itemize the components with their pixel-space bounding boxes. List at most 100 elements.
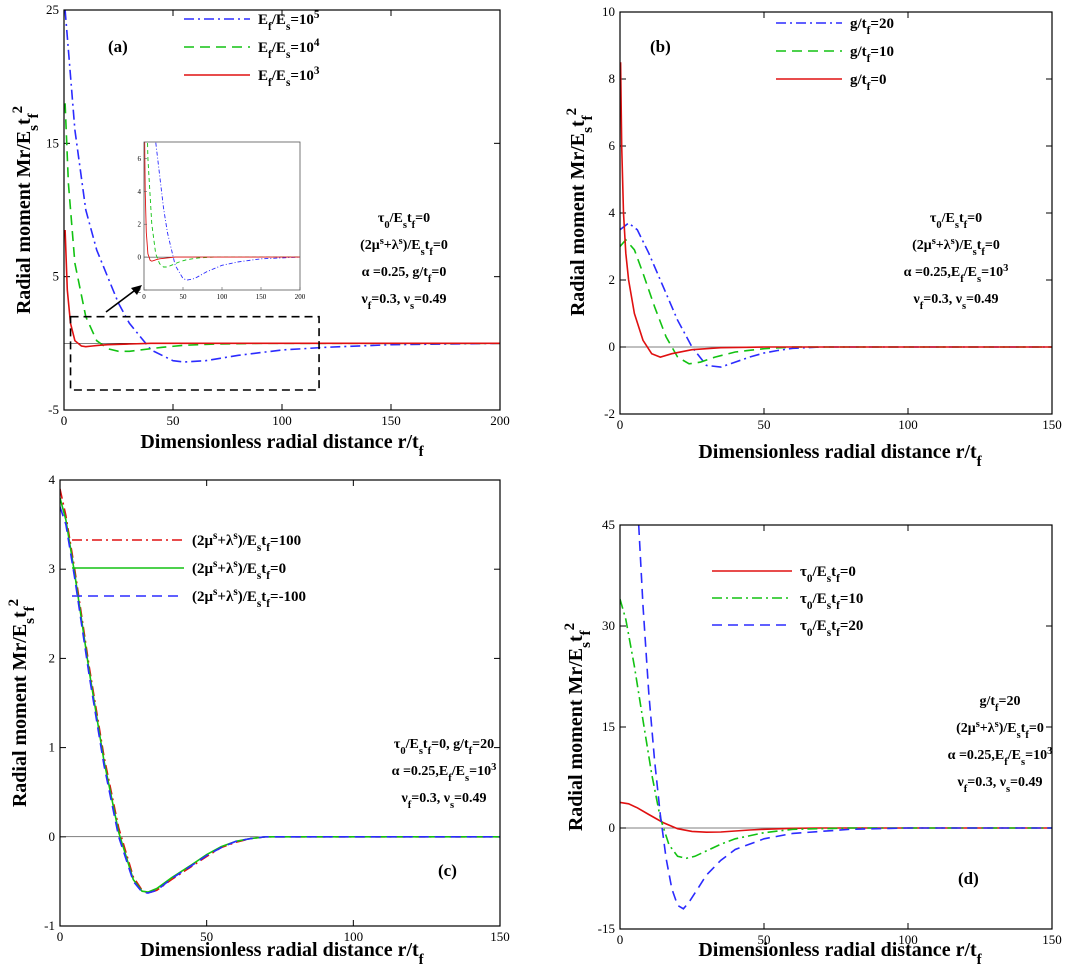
x-tick-label: 150: [1042, 417, 1062, 432]
y-tick-label: 45: [602, 517, 615, 532]
x-axis-label-part: f: [977, 454, 983, 470]
legend-entry-2-part: s: [213, 586, 218, 598]
legend-entry-2-part: f: [867, 81, 871, 93]
legend-entry-0-part: /E: [271, 12, 286, 28]
annotation-0-part: τ: [378, 211, 385, 226]
x-axis-label: Dimensionless radial distance r/tf: [698, 939, 982, 968]
inset-x-tick-label: 50: [180, 293, 188, 301]
legend-entry-0: τ0/Estf=0: [800, 564, 856, 585]
x-tick-label: 150: [381, 413, 401, 428]
legend-entry-0-part: τ: [800, 564, 807, 580]
x-axis-label-part: f: [419, 952, 425, 968]
legend-entry-0-part: =10: [290, 12, 314, 28]
inset-x-tick-label: 150: [256, 293, 267, 301]
annotation-0-part: /E: [941, 211, 955, 226]
annotation-0-part: g/t: [979, 694, 995, 709]
y-tick-label: 15: [46, 135, 59, 150]
annotation-0-part: =0, g/t: [431, 737, 469, 752]
y-axis-label-part: t: [9, 611, 31, 618]
annotation-1-part: )/E: [999, 721, 1017, 736]
y-axis-label-part: 2: [10, 106, 26, 114]
legend-entry-1-part: g/t: [850, 44, 867, 60]
plot-frame: [619, 11, 1053, 415]
inset-background: [144, 142, 300, 290]
plot-frame: [59, 479, 501, 927]
annotation-0-part: =0: [967, 211, 982, 226]
legend-entry-0-part: t: [261, 533, 266, 549]
annotation-0-part: /E: [389, 211, 403, 226]
legend-entry-2-part: =20: [840, 618, 864, 634]
y-axis-label-part: 2: [562, 623, 578, 631]
annotation-2-part: =0.49: [454, 791, 486, 806]
legend-entry-1-part: /E: [812, 591, 827, 607]
y-tick-label: 30: [602, 618, 615, 633]
x-tick-label: 0: [57, 929, 64, 944]
annotation-1-part: f: [1025, 730, 1029, 741]
plot-frame: [63, 9, 501, 411]
legend-entry-0-part: 0: [807, 573, 813, 585]
annotation-3: νf=0.3, νs=0.49: [360, 292, 446, 312]
x-tick-label: 100: [344, 929, 364, 944]
inset-series-line-2: [144, 142, 300, 262]
y-tick-label: 2: [609, 272, 616, 287]
annotation-0-part: t: [423, 737, 428, 752]
legend-entry-2-part: s: [827, 627, 832, 639]
y-axis-label-part: Radial moment Mr/E: [9, 624, 31, 807]
annotation-3-part: =0.3, ν: [371, 292, 410, 307]
legend-entry-2-part: s: [286, 77, 291, 89]
legend-entry-1-part: s: [233, 558, 238, 570]
legend-entry-0-part: s: [213, 530, 218, 542]
annotation-2-part: α =0.25,E: [948, 748, 1005, 763]
y-tick-label: 25: [46, 2, 59, 17]
annotation-2-part: =0.3, ν: [411, 791, 450, 806]
y-axis-label-part: Radial moment Mr/E: [565, 648, 587, 831]
panel-label: (a): [108, 37, 128, 56]
legend-entry-1-part: s: [213, 558, 218, 570]
annotation-1-part: )/E: [403, 238, 421, 253]
legend-entry-2: τ0/Estf=20: [800, 618, 863, 639]
inset-y-tick-label: 2: [138, 221, 142, 229]
y-axis-label-part: f: [580, 114, 596, 120]
y-axis-label-part: t: [565, 635, 587, 642]
annotation-0: τ0/Estf=0: [930, 211, 982, 231]
legend-entry-1-part: +λ: [217, 561, 234, 577]
annotation-1: α =0.25,Ef/Es=103: [392, 762, 497, 784]
y-tick-label: 3: [49, 561, 56, 576]
legend-entry-2-part: =0: [870, 72, 886, 88]
annotation-1-part: =0: [433, 238, 448, 253]
y-tick-label: -5: [48, 402, 59, 417]
annotation-1-part: f: [981, 247, 985, 258]
series-line-1: [620, 238, 1052, 365]
legend-entry-1-part: 0: [807, 600, 813, 612]
legend-entry-1-part: =0: [270, 561, 286, 577]
annotation-2-part: α =0.25,E: [904, 265, 961, 280]
annotation-2: α =0.25, g/tf=0: [362, 265, 447, 285]
legend-entry-1: g/tf=10: [850, 44, 894, 65]
legend-entry-1-part: (2μ: [192, 561, 213, 577]
annotation-1-part: (2μ: [912, 238, 932, 253]
y-tick-label: 2: [49, 650, 56, 665]
legend-entry-0-part: E: [258, 12, 268, 28]
annotation-1-part: s: [421, 247, 425, 258]
legend-entry-2-part: τ: [800, 618, 807, 634]
legend-entry-2-part: t: [831, 618, 836, 634]
panel-label: (c): [438, 861, 457, 880]
y-tick-label: -15: [598, 921, 615, 936]
annotation-3-part: =0.49: [966, 292, 998, 307]
y-axis-label-part: f: [22, 605, 38, 611]
annotation-1-part: =10: [469, 764, 491, 779]
annotation-0-part: t: [407, 211, 412, 226]
annotation-1: (2μs+λs)/Estf=0: [912, 236, 1000, 258]
annotation-0-part: =20: [472, 737, 494, 752]
y-axis-label-part: s: [22, 618, 38, 624]
legend-entry-1-part: =10: [870, 44, 894, 60]
annotation-2: α =0.25,Ef/Es=103: [948, 746, 1053, 768]
legend-entry-1-part: f: [836, 600, 840, 612]
annotation-0-part: /E: [405, 737, 419, 752]
annotation-1-part: s: [465, 773, 469, 784]
legend-entry-0-part: f: [266, 542, 270, 554]
x-axis-label-part: Dimensionless radial distance r/t: [140, 431, 419, 453]
annotation-0-part: τ: [930, 211, 937, 226]
annotation-2-part: ν: [400, 791, 408, 806]
